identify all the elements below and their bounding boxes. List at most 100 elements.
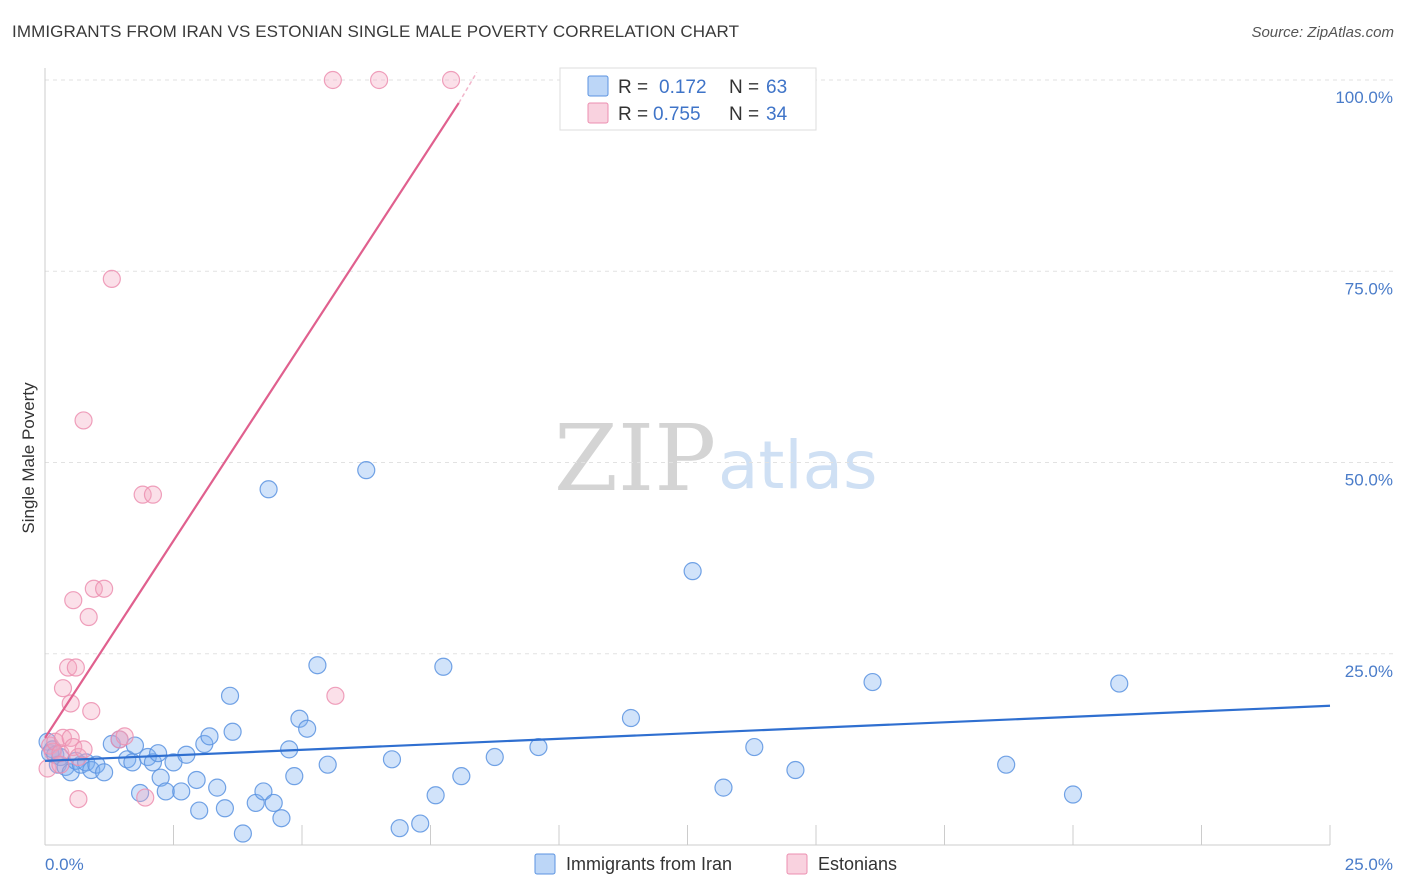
point-iran bbox=[290, 709, 309, 728]
y-tick-label: 50.0% bbox=[1345, 471, 1393, 490]
point-iran bbox=[863, 672, 882, 692]
bottom-legend-swatch-estonians bbox=[786, 853, 808, 875]
gridlines bbox=[45, 79, 1395, 655]
trend-lines bbox=[44, 71, 1331, 762]
point-iran bbox=[485, 747, 504, 767]
point-iran bbox=[254, 782, 273, 801]
point-iran bbox=[298, 719, 317, 738]
point-estonians bbox=[441, 70, 461, 90]
point-iran bbox=[200, 727, 219, 746]
point-estonians bbox=[66, 658, 85, 677]
point-iran bbox=[223, 722, 242, 741]
point-iran bbox=[318, 755, 337, 774]
chart-title: IMMIGRANTS FROM IRAN VS ESTONIAN SINGLE … bbox=[12, 22, 740, 41]
point-iran bbox=[1063, 785, 1083, 804]
source-label: Source: ZipAtlas.com bbox=[1251, 24, 1394, 41]
legend-n-value-iran: 63 bbox=[766, 77, 787, 98]
point-estonians bbox=[82, 702, 101, 721]
x-tick-label: 25.0% bbox=[1345, 855, 1393, 874]
point-iran bbox=[411, 814, 430, 833]
bottom-legend: Immigrants from Iran Estonians bbox=[534, 853, 897, 875]
point-estonians bbox=[51, 755, 70, 774]
legend-n-value-estonians: 34 bbox=[766, 104, 788, 125]
point-iran bbox=[1110, 674, 1129, 693]
point-iran bbox=[382, 750, 402, 769]
point-iran bbox=[187, 770, 206, 790]
watermark-zip: ZIP bbox=[554, 405, 716, 512]
trend-line-estonians-extension bbox=[458, 71, 478, 104]
point-iran bbox=[125, 736, 145, 755]
point-iran bbox=[426, 786, 445, 805]
point-iran bbox=[714, 778, 733, 797]
point-estonians bbox=[110, 730, 129, 749]
legend-swatch-iran bbox=[587, 75, 609, 97]
point-estonians bbox=[133, 485, 152, 504]
point-estonians bbox=[115, 727, 134, 746]
bottom-legend-label-iran: Immigrants from Iran bbox=[566, 854, 732, 874]
point-estonians bbox=[53, 728, 73, 748]
point-iran bbox=[233, 824, 252, 843]
y-tick-label: 75.0% bbox=[1345, 279, 1393, 298]
data-points bbox=[38, 70, 1129, 843]
legend-n-label-iran: N = bbox=[729, 77, 759, 98]
legend-r-value-iran: 0.172 bbox=[659, 77, 707, 98]
point-estonians bbox=[136, 788, 155, 807]
point-iran bbox=[452, 767, 471, 786]
point-iran bbox=[272, 809, 291, 828]
point-estonians bbox=[64, 591, 83, 610]
legend-swatch-estonians bbox=[587, 102, 609, 124]
point-iran bbox=[156, 782, 175, 801]
point-estonians bbox=[74, 740, 93, 759]
point-iran bbox=[357, 461, 376, 480]
point-iran bbox=[786, 760, 805, 780]
point-iran bbox=[61, 763, 80, 782]
legend-r-label-iran: R = bbox=[618, 77, 648, 98]
y-axis-label: Single Male Poverty bbox=[19, 382, 38, 534]
point-iran bbox=[220, 686, 240, 705]
point-estonians bbox=[69, 789, 88, 809]
point-estonians bbox=[326, 686, 345, 705]
watermark-atlas: atlas bbox=[718, 427, 878, 504]
point-iran bbox=[172, 782, 191, 801]
point-iran bbox=[259, 480, 278, 499]
point-estonians bbox=[370, 70, 389, 90]
point-estonians bbox=[102, 269, 121, 288]
y-tick-label: 25.0% bbox=[1345, 662, 1393, 681]
point-iran bbox=[285, 767, 304, 786]
trend-line-iran bbox=[44, 704, 1331, 762]
legend-r-label-estonians: R = bbox=[618, 104, 648, 125]
point-iran bbox=[390, 819, 409, 838]
point-estonians bbox=[59, 658, 78, 677]
bottom-legend-swatch-iran bbox=[534, 853, 556, 875]
point-iran bbox=[87, 755, 106, 774]
point-iran bbox=[745, 737, 764, 757]
point-iran bbox=[151, 768, 170, 787]
point-iran bbox=[95, 763, 114, 782]
point-iran bbox=[215, 799, 234, 818]
point-iran bbox=[434, 657, 453, 676]
legend-n-label-estonians: N = bbox=[729, 104, 759, 125]
trend-line-estonians bbox=[44, 102, 460, 739]
point-estonians bbox=[79, 607, 98, 627]
point-iran bbox=[621, 708, 641, 728]
point-iran bbox=[208, 778, 227, 797]
point-estonians bbox=[143, 485, 163, 504]
point-estonians bbox=[53, 679, 73, 698]
point-iran bbox=[997, 755, 1016, 774]
point-iran bbox=[190, 801, 209, 820]
point-estonians bbox=[84, 579, 103, 598]
point-iran bbox=[683, 562, 702, 581]
legend-box: R = 0.172 N = 63 R = 0.755 N = 34 bbox=[559, 67, 817, 131]
legend-r-value-estonians: 0.755 bbox=[653, 104, 701, 125]
point-iran bbox=[118, 750, 137, 769]
point-estonians bbox=[61, 694, 80, 713]
tick-labels: 25.0% 50.0% 75.0% 100.0% 0.0% 25.0% bbox=[45, 88, 1393, 874]
point-iran bbox=[529, 737, 548, 757]
x-tick-label: 0.0% bbox=[45, 855, 84, 874]
point-estonians bbox=[74, 411, 93, 430]
point-estonians bbox=[323, 70, 342, 90]
point-iran bbox=[264, 793, 283, 813]
point-iran bbox=[148, 744, 168, 763]
point-estonians bbox=[95, 579, 114, 598]
